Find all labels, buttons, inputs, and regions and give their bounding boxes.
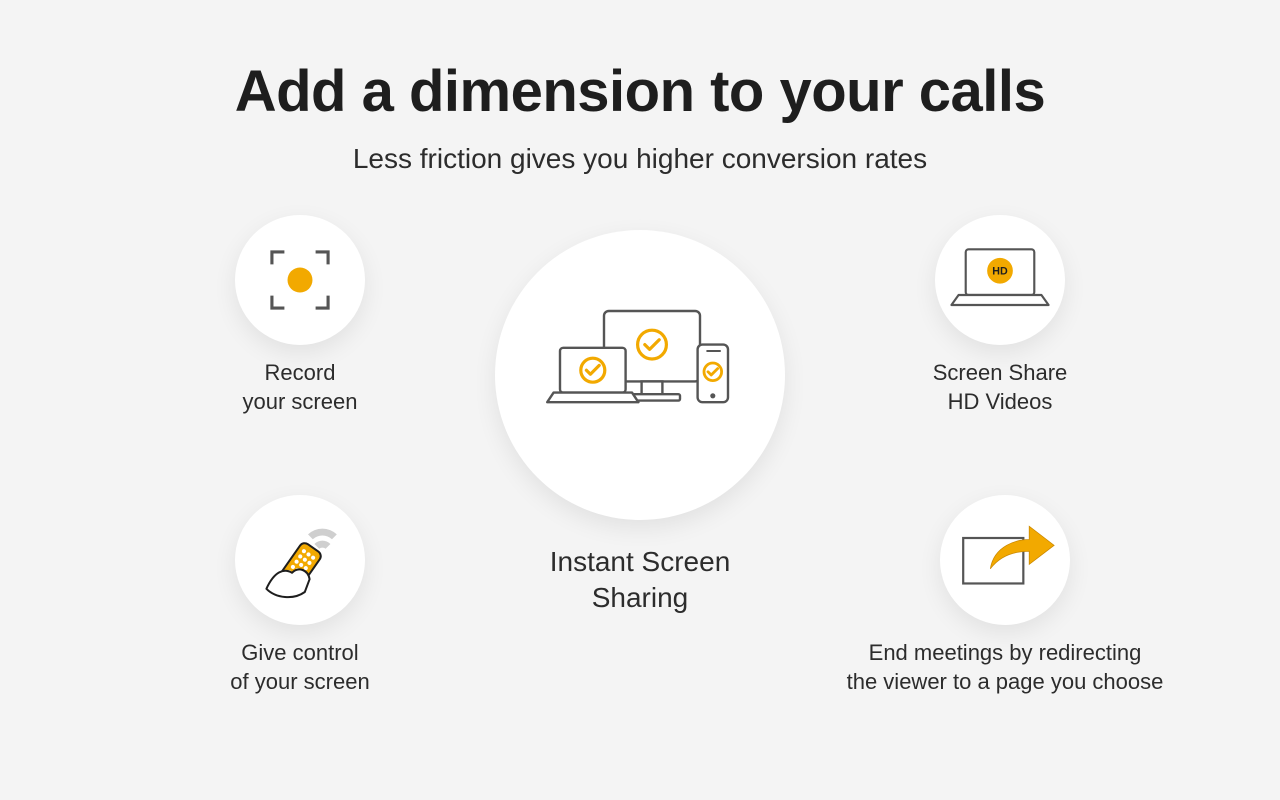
feature-redirect-circle bbox=[940, 495, 1070, 625]
feature-hd: HD Screen Share HD Videos bbox=[870, 215, 1130, 416]
feature-control-circle bbox=[235, 495, 365, 625]
feature-center-label: Instant Screen Sharing bbox=[495, 544, 785, 617]
hd-laptop-icon: HD bbox=[950, 238, 1050, 322]
infographic: Add a dimension to your calls Less frict… bbox=[0, 0, 1280, 800]
subhead: Less friction gives you higher conversio… bbox=[0, 143, 1280, 175]
share-arrow-icon bbox=[950, 515, 1060, 605]
devices-icon bbox=[535, 295, 745, 455]
feature-control-label: Give control of your screen bbox=[170, 639, 430, 696]
feature-redirect-label: End meetings by redirecting the viewer t… bbox=[835, 639, 1175, 696]
feature-hd-label: Screen Share HD Videos bbox=[870, 359, 1130, 416]
feature-redirect: End meetings by redirecting the viewer t… bbox=[835, 495, 1175, 696]
headline: Add a dimension to your calls bbox=[0, 58, 1280, 125]
remote-icon bbox=[252, 512, 348, 608]
feature-record: Record your screen bbox=[170, 215, 430, 416]
feature-hd-circle: HD bbox=[935, 215, 1065, 345]
feature-control: Give control of your screen bbox=[170, 495, 430, 696]
feature-record-circle bbox=[235, 215, 365, 345]
feature-record-label: Record your screen bbox=[170, 359, 430, 416]
hd-badge-text: HD bbox=[992, 265, 1008, 277]
feature-center: Instant Screen Sharing bbox=[495, 230, 785, 617]
record-icon bbox=[261, 241, 339, 319]
features-area: Record your screen bbox=[0, 205, 1280, 765]
feature-center-circle bbox=[495, 230, 785, 520]
